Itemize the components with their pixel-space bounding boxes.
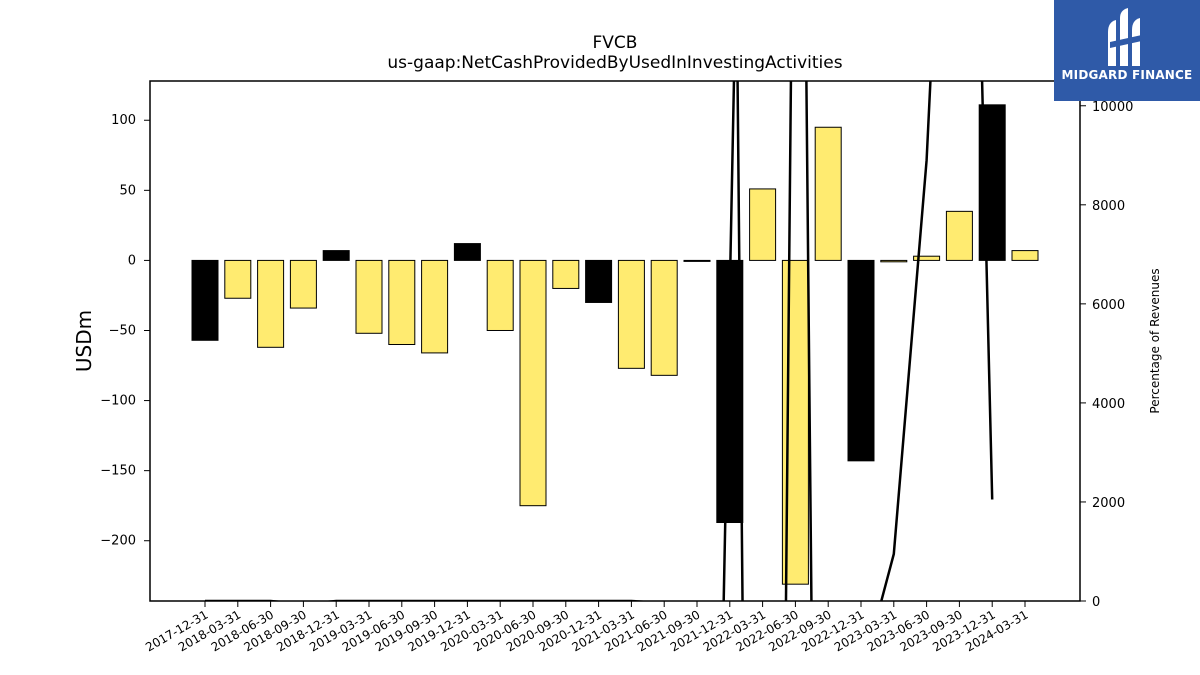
bar-2019-09-30 xyxy=(421,259,449,354)
bar-2018-03-31 xyxy=(224,259,252,299)
bar-2021-09-30 xyxy=(683,259,711,262)
bar-2020-06-30 xyxy=(519,259,547,507)
y-tick-label: −150 xyxy=(100,464,136,479)
bar-2020-12-31 xyxy=(585,259,613,303)
y2-tick-label: 0 xyxy=(1092,595,1100,610)
midgard-finance-logo: MIDGARD FINANCE xyxy=(1054,0,1200,101)
bar-2019-06-30 xyxy=(388,259,416,346)
y-tick-label: 50 xyxy=(119,183,136,198)
bar-2020-03-31 xyxy=(486,259,514,331)
y-tick-label: −100 xyxy=(100,394,136,409)
y-tick-label: 0 xyxy=(128,253,136,268)
chart-title: FVCB xyxy=(593,33,638,53)
bar-2022-03-31 xyxy=(749,188,777,261)
bar-2018-06-30 xyxy=(257,259,285,348)
y2-tick-label: 6000 xyxy=(1092,298,1125,313)
logo-text: MIDGARD FINANCE xyxy=(1061,68,1193,82)
x-axis: 2017-12-312018-03-312018-06-302018-09-30… xyxy=(143,601,1031,654)
bar-2023-06-30 xyxy=(913,255,941,261)
y-axis-left: 100 50 0 −50 −100 −150 −200 xyxy=(100,113,150,549)
bar-2022-09-30 xyxy=(814,126,842,261)
midgard-logo-icon xyxy=(1108,8,1146,66)
bar-2020-09-30 xyxy=(552,259,580,289)
y2-tick-label: 8000 xyxy=(1092,199,1125,214)
y-tick-label: 100 xyxy=(111,113,136,128)
plot-frame xyxy=(149,80,1081,602)
bars-group xyxy=(191,104,1039,585)
bar-2018-09-30 xyxy=(289,259,317,309)
bar-2019-03-31 xyxy=(355,259,383,334)
bar-2017-12-31 xyxy=(191,259,219,341)
y2-tick-label: 4000 xyxy=(1092,397,1125,412)
bar-2021-06-30 xyxy=(650,259,678,376)
bar-2021-03-31 xyxy=(617,259,645,369)
y-tick-label: −50 xyxy=(109,323,136,338)
bar-2023-09-30 xyxy=(945,210,973,261)
y-axis-right: 0 2000 4000 6000 8000 10000 xyxy=(1080,100,1133,610)
y2-axis-label: Percentage of Revenues xyxy=(1148,268,1162,413)
bar-2019-12-31 xyxy=(453,243,481,261)
y-axis-label: USDm xyxy=(72,310,96,372)
chart-subtitle: us-gaap:NetCashProvidedByUsedInInvesting… xyxy=(387,53,842,73)
bar-2022-12-31 xyxy=(847,259,875,462)
bar-2018-12-31 xyxy=(322,250,350,261)
y2-tick-label: 2000 xyxy=(1092,496,1125,511)
bar-2023-03-31 xyxy=(880,259,908,263)
y-tick-label: −200 xyxy=(100,534,136,549)
bar-2024-03-31 xyxy=(1011,250,1039,261)
y2-tick-label: 10000 xyxy=(1092,100,1133,115)
